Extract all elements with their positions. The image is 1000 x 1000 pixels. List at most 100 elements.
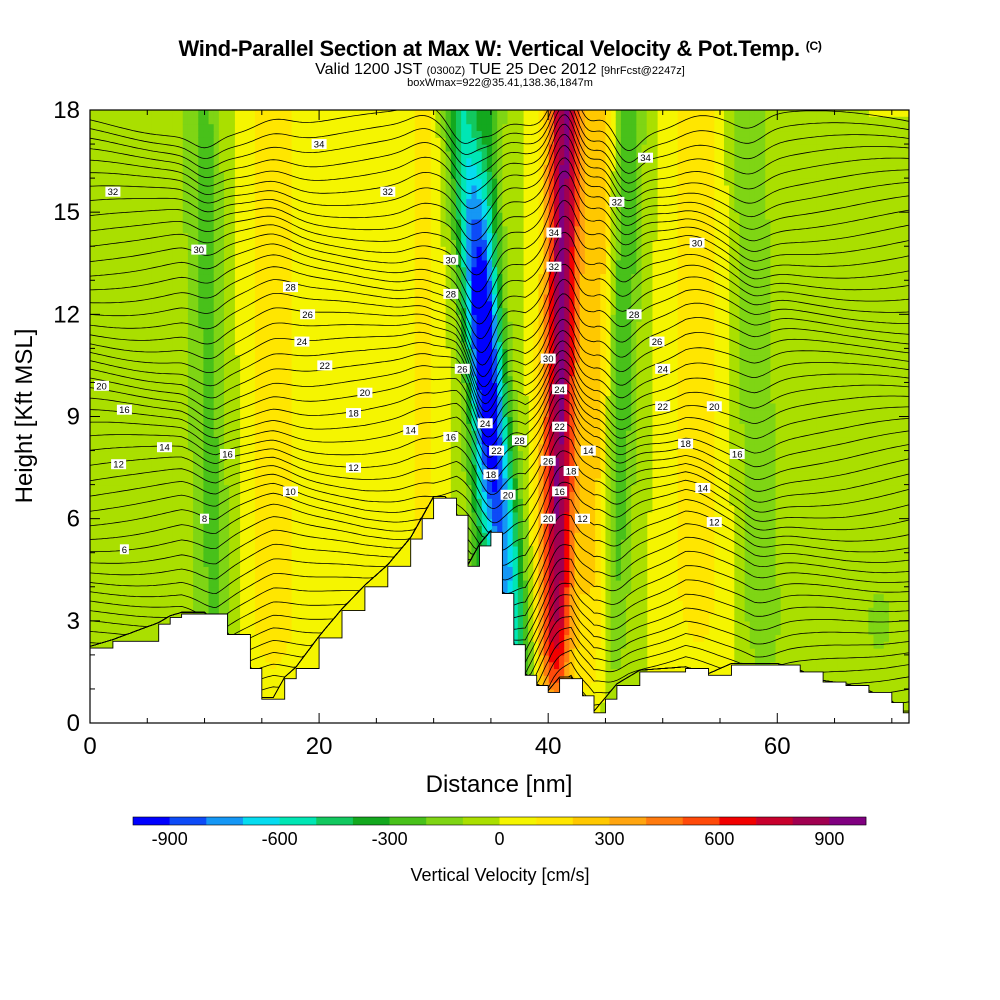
velocity-cell: [115, 246, 122, 254]
velocity-cell: [90, 430, 96, 438]
velocity-cell: [533, 498, 540, 506]
velocity-cell: [538, 654, 545, 663]
velocity-cell: [141, 110, 148, 118]
velocity-cell: [497, 368, 503, 377]
velocity-cell: [177, 579, 184, 588]
velocity-cell: [517, 355, 524, 363]
velocity-cell: [533, 614, 540, 622]
velocity-cell: [90, 409, 96, 418]
velocity-cell: [502, 436, 509, 445]
velocity-cell: [193, 293, 199, 302]
velocity-cell: [203, 375, 210, 384]
velocity-cell: [151, 532, 158, 540]
velocity-cell: [502, 130, 509, 138]
velocity-cell: [182, 539, 189, 547]
velocity-cell: [203, 171, 210, 179]
velocity-cell: [254, 171, 261, 179]
velocity-cell: [254, 362, 261, 370]
velocity-cell: [120, 259, 127, 268]
velocity-cell: [486, 430, 493, 438]
velocity-cell: [502, 396, 509, 404]
velocity-cell: [450, 484, 457, 493]
velocity-cell: [254, 559, 261, 567]
velocity-cell: [265, 287, 271, 295]
velocity-cell: [100, 178, 107, 186]
velocity-cell: [486, 389, 493, 397]
velocity-cell: [517, 443, 524, 452]
velocity-cell: [512, 341, 519, 349]
velocity-cell: [450, 144, 457, 152]
velocity-cell: [538, 144, 545, 152]
velocity-cell: [254, 382, 261, 390]
velocity-cell: [182, 164, 189, 172]
velocity-cell: [517, 300, 524, 309]
velocity-cell: [270, 348, 277, 356]
velocity-cell: [95, 123, 101, 132]
velocity-cell: [193, 477, 199, 486]
velocity-cell: [167, 477, 174, 486]
velocity-cell: [538, 178, 545, 186]
velocity-cell: [466, 491, 473, 499]
velocity-cell: [512, 300, 519, 309]
velocity-cell: [182, 287, 189, 295]
velocity-cell: [260, 505, 266, 513]
velocity-cell: [167, 130, 174, 138]
velocity-cell: [172, 430, 179, 438]
velocity-cell: [182, 559, 189, 567]
velocity-cell: [450, 334, 457, 343]
velocity-cell: [260, 648, 266, 656]
velocity-cell: [131, 205, 137, 213]
velocity-cell: [455, 355, 462, 363]
velocity-cell: [203, 409, 210, 418]
velocity-cell: [141, 457, 148, 465]
velocity-cell: [151, 477, 158, 486]
velocity-cell: [115, 368, 122, 377]
velocity-cell: [492, 266, 498, 275]
velocity-cell: [466, 259, 473, 268]
velocity-cell: [177, 137, 184, 145]
velocity-cell: [497, 259, 503, 268]
velocity-cell: [543, 348, 550, 356]
velocity-cell: [157, 505, 163, 513]
velocity-cell: [254, 164, 261, 172]
velocity-cell: [208, 253, 215, 261]
velocity-cell: [162, 409, 168, 418]
velocity-cell: [162, 607, 168, 615]
velocity-cell: [162, 600, 168, 608]
velocity-cell: [280, 246, 287, 254]
velocity-cell: [260, 566, 266, 574]
velocity-cell: [126, 178, 132, 186]
velocity-cell: [141, 321, 148, 329]
velocity-cell: [177, 253, 184, 261]
velocity-cell: [100, 375, 107, 384]
velocity-cell: [203, 123, 210, 132]
velocity-cell: [100, 184, 107, 193]
velocity-cell: [260, 470, 266, 479]
velocity-cell: [115, 116, 122, 125]
velocity-cell: [141, 130, 148, 138]
velocity-cell: [198, 396, 204, 404]
velocity-cell: [229, 321, 235, 329]
velocity-cell: [425, 273, 431, 281]
velocity-cell: [162, 178, 168, 186]
velocity-cell: [419, 253, 426, 261]
velocity-cell: [414, 314, 421, 322]
velocity-cell: [533, 607, 540, 615]
velocity-cell: [105, 259, 112, 268]
velocity-cell: [450, 470, 457, 479]
velocity-cell: [151, 218, 158, 227]
velocity-cell: [543, 389, 550, 397]
velocity-cell: [131, 246, 137, 254]
velocity-cell: [198, 443, 204, 452]
velocity-cell: [507, 280, 514, 288]
velocity-cell: [203, 232, 210, 241]
velocity-cell: [492, 273, 498, 281]
velocity-cell: [517, 225, 524, 234]
velocity-cell: [141, 266, 148, 275]
velocity-cell: [280, 559, 287, 567]
velocity-cell: [126, 307, 132, 315]
velocity-cell: [254, 614, 261, 622]
velocity-cell: [177, 470, 184, 479]
velocity-cell: [182, 389, 189, 397]
velocity-cell: [90, 171, 96, 179]
